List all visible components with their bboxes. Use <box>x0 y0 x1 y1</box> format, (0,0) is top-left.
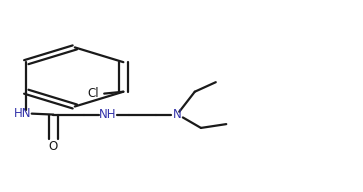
Text: Cl: Cl <box>87 87 99 100</box>
Text: NH: NH <box>99 108 117 121</box>
Text: O: O <box>49 141 58 153</box>
Text: N: N <box>173 108 182 121</box>
Text: HN: HN <box>14 107 32 120</box>
